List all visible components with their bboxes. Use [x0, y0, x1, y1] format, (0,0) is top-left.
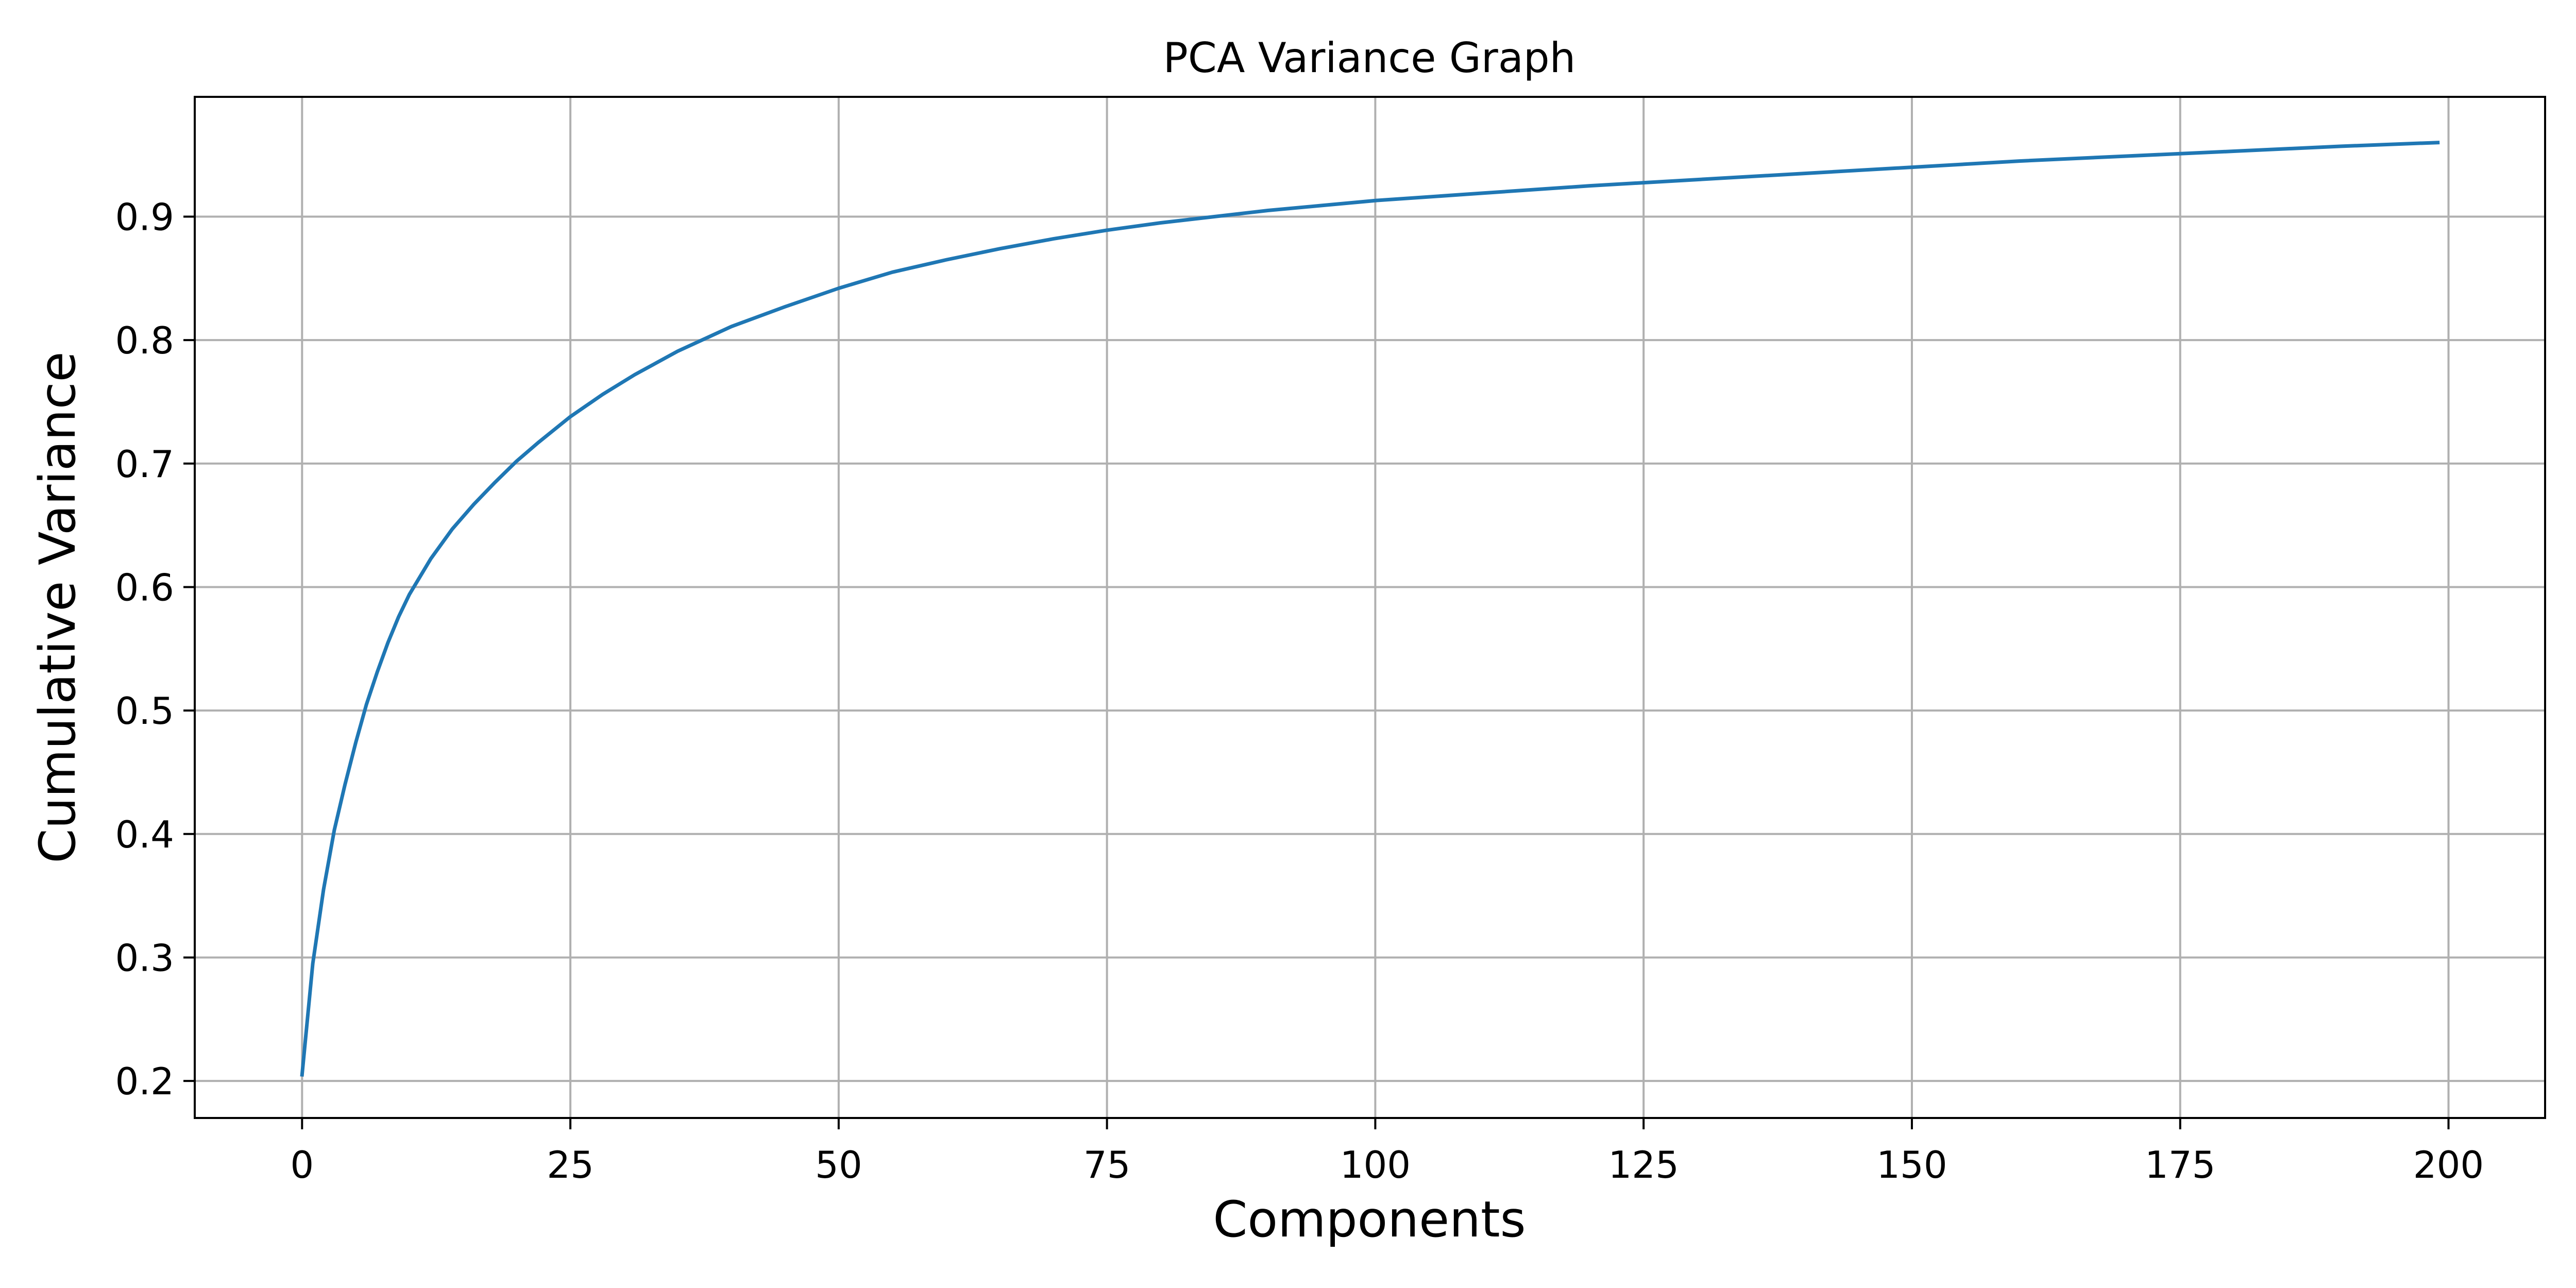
- y-tick-label: 0.4: [115, 813, 174, 856]
- x-tick-label: 150: [1876, 1143, 1947, 1187]
- x-tick-label: 100: [1340, 1143, 1411, 1187]
- y-tick-label: 0.5: [115, 689, 174, 733]
- y-tick-label: 0.2: [115, 1060, 174, 1103]
- x-tick-label: 125: [1608, 1143, 1679, 1187]
- x-tick-label: 0: [290, 1143, 314, 1187]
- grid-layer: [195, 97, 2545, 1118]
- series-layer: [300, 141, 2440, 1077]
- y-tick-label: 0.8: [115, 319, 174, 362]
- x-tick-label: 75: [1083, 1143, 1131, 1187]
- chart-title: PCA Variance Graph: [1163, 34, 1576, 82]
- cumulative-variance-line: [300, 141, 2440, 1077]
- plot-area-background: [195, 97, 2545, 1118]
- x-tick-label: 200: [2413, 1143, 2484, 1187]
- x-axis-label: Components: [1213, 1191, 1526, 1248]
- y-tick-label: 0.6: [115, 566, 174, 609]
- x-tick-label: 25: [547, 1143, 594, 1187]
- y-tick-label: 0.3: [115, 936, 174, 979]
- y-tick-label: 0.7: [115, 443, 174, 486]
- x-tick-label: 50: [815, 1143, 862, 1187]
- y-axis-label: Cumulative Variance: [29, 351, 87, 863]
- plot-area-frame: [194, 96, 2546, 1119]
- tick-layer: 0 25 50 75 100 125 150 175 200 0.2 0.3 0.4 0.5 0.6 0.7…: [115, 195, 2484, 1187]
- x-tick-label: 175: [2145, 1143, 2215, 1187]
- y-tick-label: 0.9: [115, 195, 174, 239]
